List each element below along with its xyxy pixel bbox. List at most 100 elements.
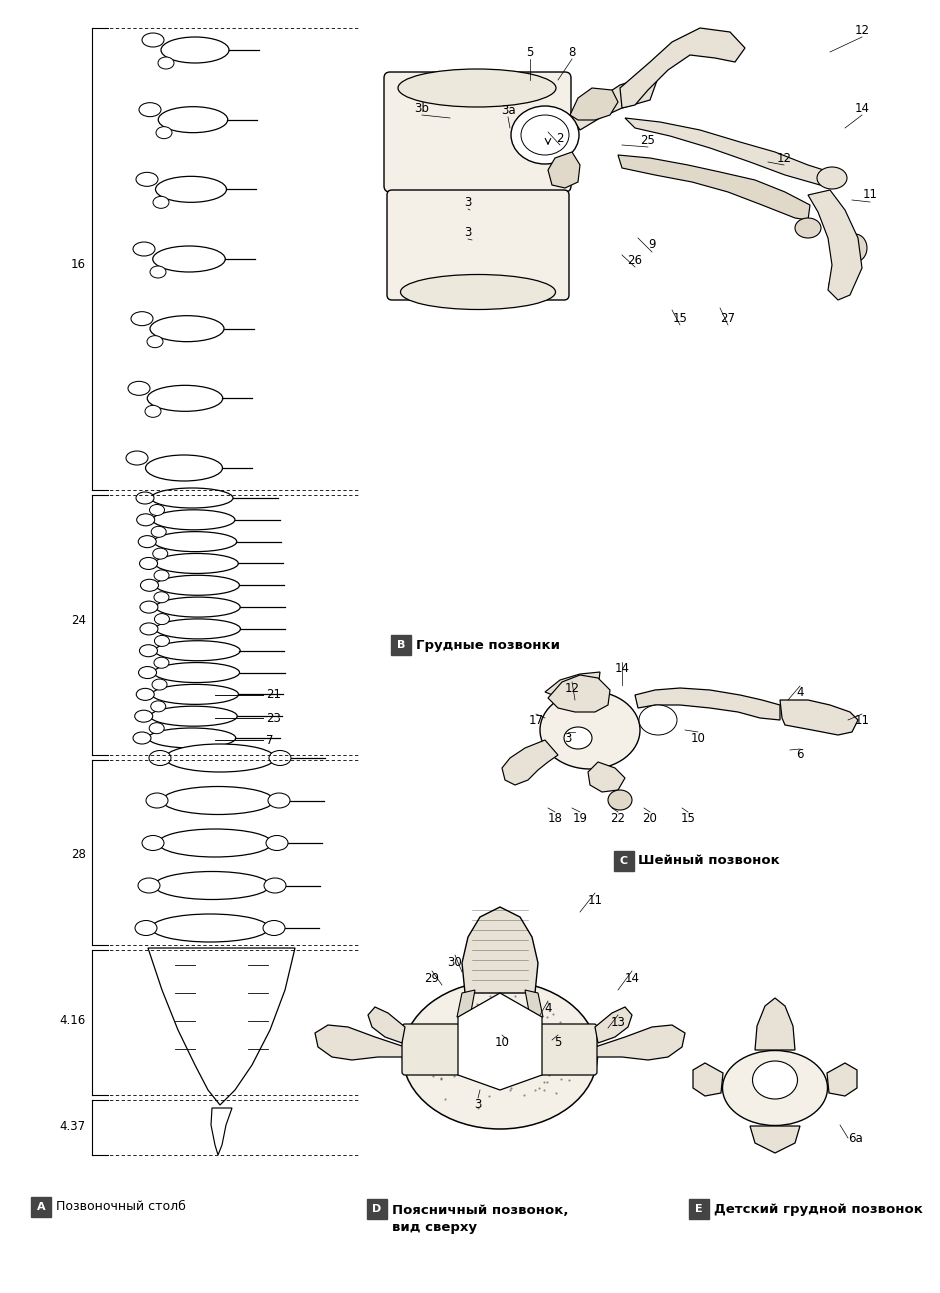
Ellipse shape bbox=[140, 623, 158, 635]
Text: 12: 12 bbox=[854, 23, 870, 36]
Ellipse shape bbox=[138, 878, 160, 893]
Ellipse shape bbox=[795, 219, 821, 238]
Text: 26: 26 bbox=[628, 253, 643, 266]
Ellipse shape bbox=[136, 688, 154, 701]
Ellipse shape bbox=[145, 405, 161, 418]
Text: 15: 15 bbox=[672, 312, 687, 325]
Text: 9: 9 bbox=[649, 238, 656, 252]
Polygon shape bbox=[458, 993, 542, 1090]
Text: 18: 18 bbox=[548, 812, 562, 825]
Text: 11: 11 bbox=[588, 893, 603, 906]
Polygon shape bbox=[548, 675, 610, 712]
FancyBboxPatch shape bbox=[614, 851, 634, 871]
FancyBboxPatch shape bbox=[689, 1199, 709, 1219]
Polygon shape bbox=[570, 88, 618, 120]
Ellipse shape bbox=[152, 509, 235, 530]
Ellipse shape bbox=[161, 37, 229, 63]
Ellipse shape bbox=[540, 690, 640, 769]
Text: 29: 29 bbox=[425, 971, 440, 984]
Text: 10: 10 bbox=[494, 1036, 509, 1049]
Ellipse shape bbox=[521, 115, 569, 155]
Ellipse shape bbox=[268, 793, 290, 808]
FancyBboxPatch shape bbox=[367, 1199, 387, 1219]
Ellipse shape bbox=[133, 242, 155, 256]
Ellipse shape bbox=[126, 451, 148, 465]
Text: 3a: 3a bbox=[501, 103, 515, 116]
Ellipse shape bbox=[140, 601, 158, 613]
Ellipse shape bbox=[165, 743, 275, 772]
Polygon shape bbox=[693, 1063, 723, 1096]
Ellipse shape bbox=[156, 127, 172, 138]
Ellipse shape bbox=[139, 645, 158, 657]
Text: Грудные позвонки: Грудные позвонки bbox=[416, 639, 560, 652]
Polygon shape bbox=[595, 1007, 632, 1043]
Ellipse shape bbox=[134, 710, 152, 723]
Ellipse shape bbox=[723, 1050, 827, 1125]
Text: 13: 13 bbox=[611, 1015, 625, 1028]
Ellipse shape bbox=[263, 921, 285, 936]
Text: 12: 12 bbox=[776, 151, 791, 164]
Text: B: B bbox=[397, 640, 405, 650]
Ellipse shape bbox=[138, 667, 157, 679]
Ellipse shape bbox=[155, 575, 240, 595]
Polygon shape bbox=[570, 72, 660, 131]
Text: 14: 14 bbox=[624, 971, 639, 984]
Polygon shape bbox=[620, 28, 745, 109]
Ellipse shape bbox=[153, 197, 169, 208]
Ellipse shape bbox=[136, 172, 158, 186]
Text: C: C bbox=[620, 856, 628, 866]
Ellipse shape bbox=[139, 557, 158, 569]
Text: 15: 15 bbox=[681, 812, 696, 825]
Ellipse shape bbox=[155, 619, 241, 639]
Ellipse shape bbox=[158, 106, 227, 133]
Ellipse shape bbox=[158, 57, 174, 69]
Text: 20: 20 bbox=[643, 812, 657, 825]
Ellipse shape bbox=[154, 635, 169, 646]
Ellipse shape bbox=[149, 504, 164, 516]
Ellipse shape bbox=[135, 921, 157, 936]
Ellipse shape bbox=[264, 878, 286, 893]
Ellipse shape bbox=[149, 723, 164, 733]
Ellipse shape bbox=[133, 732, 151, 743]
Text: A: A bbox=[37, 1202, 45, 1212]
Text: 4: 4 bbox=[544, 1002, 552, 1015]
Ellipse shape bbox=[154, 592, 169, 603]
Ellipse shape bbox=[154, 570, 169, 581]
Polygon shape bbox=[525, 990, 543, 1018]
Text: Позвоночный столб: Позвоночный столб bbox=[56, 1200, 186, 1214]
Text: 6a: 6a bbox=[848, 1131, 863, 1144]
Ellipse shape bbox=[138, 535, 156, 548]
Text: 19: 19 bbox=[572, 812, 588, 825]
Polygon shape bbox=[211, 1108, 232, 1155]
Ellipse shape bbox=[131, 312, 153, 326]
Polygon shape bbox=[545, 672, 600, 698]
Text: 27: 27 bbox=[720, 312, 735, 325]
Ellipse shape bbox=[136, 493, 154, 504]
Ellipse shape bbox=[829, 275, 851, 294]
Ellipse shape bbox=[152, 548, 167, 559]
Ellipse shape bbox=[142, 835, 164, 851]
FancyBboxPatch shape bbox=[387, 190, 569, 300]
Text: 24: 24 bbox=[71, 613, 86, 627]
Polygon shape bbox=[588, 762, 625, 793]
Text: 6: 6 bbox=[796, 749, 804, 762]
Text: 28: 28 bbox=[71, 848, 86, 861]
Text: Шейный позвонок: Шейный позвонок bbox=[638, 855, 780, 868]
Text: 11: 11 bbox=[854, 714, 870, 727]
Ellipse shape bbox=[155, 176, 227, 202]
Ellipse shape bbox=[128, 381, 150, 396]
Text: 3: 3 bbox=[564, 732, 572, 745]
Text: 23: 23 bbox=[266, 711, 281, 724]
Ellipse shape bbox=[151, 914, 269, 943]
Ellipse shape bbox=[149, 728, 236, 747]
Ellipse shape bbox=[158, 829, 272, 857]
Polygon shape bbox=[502, 740, 558, 785]
Text: 4: 4 bbox=[796, 685, 804, 698]
Text: 4.16: 4.16 bbox=[60, 1014, 86, 1027]
Text: 5: 5 bbox=[555, 1036, 562, 1049]
Ellipse shape bbox=[398, 69, 556, 107]
Ellipse shape bbox=[151, 487, 233, 508]
FancyBboxPatch shape bbox=[384, 72, 571, 191]
Ellipse shape bbox=[150, 266, 166, 278]
FancyBboxPatch shape bbox=[539, 1024, 597, 1074]
